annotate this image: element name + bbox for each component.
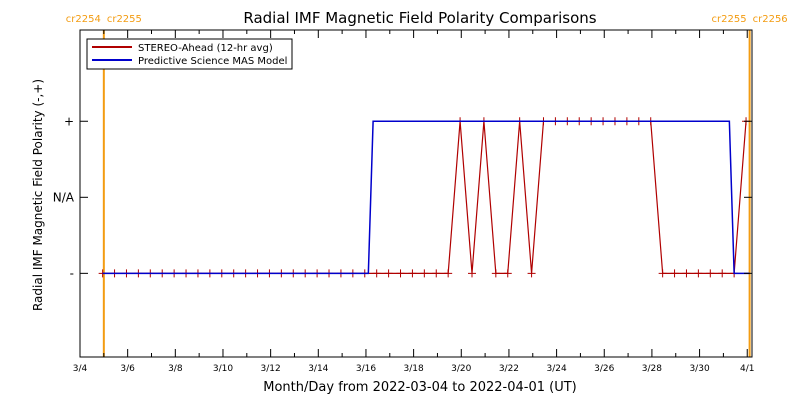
x-tick-label: 3/4 [73, 364, 88, 374]
data-point-marker [670, 269, 679, 278]
data-point-marker [384, 269, 393, 278]
data-point-marker [658, 269, 667, 278]
series-line-stereo [102, 120, 747, 274]
data-point-marker [682, 269, 691, 278]
x-tick-label: 3/24 [546, 364, 566, 374]
series-line-model [102, 120, 750, 275]
series-layer [98, 117, 751, 278]
x-tick-label: 3/6 [120, 364, 135, 374]
x-axis-label: Month/Day from 2022-03-04 to 2022-04-01 … [263, 380, 576, 395]
x-tick-label: 3/30 [689, 364, 709, 374]
x-tick-label: 3/18 [404, 364, 424, 374]
data-point-marker [432, 269, 441, 278]
x-tick-label: 3/8 [168, 364, 183, 374]
x-tick-label: 3/16 [356, 364, 376, 374]
x-tick-label: 3/12 [261, 364, 281, 374]
y-tick-label: N/A [53, 190, 75, 204]
x-tick-label: 3/22 [499, 364, 519, 374]
x-tick-label: 3/20 [451, 364, 471, 374]
x-tick-label: 3/28 [642, 364, 662, 374]
carrington-markers: cr2254 cr2255 cr2255 cr2256 [66, 14, 788, 357]
data-point-marker [718, 269, 727, 278]
data-point-marker [468, 269, 476, 278]
x-tick-label: 3/26 [594, 364, 614, 374]
data-point-marker [694, 269, 703, 278]
y-axis-ticks: - N/A + [53, 114, 752, 280]
legend: STEREO-Ahead (12-hr avg) Predictive Scie… [86, 38, 293, 70]
legend-box [86, 38, 293, 70]
legend-label-stereo: STEREO-Ahead (12-hr avg) [138, 43, 273, 54]
chart-title: Radial IMF Magnetic Field Polarity Compa… [243, 9, 596, 27]
x-tick-label: 3/14 [308, 364, 328, 374]
carrington-label: cr2255 [712, 14, 747, 25]
x-axis-ticks: 3/4 3/6 3/8 3/10 3/12 3/14 3/16 3/18 3/20 3/22 3/2… [73, 30, 754, 374]
data-point-marker [706, 269, 715, 278]
data-point-marker [408, 269, 417, 278]
data-point-marker [372, 269, 381, 278]
x-tick-label: 4/1 [740, 364, 754, 374]
data-point-marker [527, 269, 536, 278]
data-point-marker [420, 269, 429, 278]
y-axis-label: Radial IMF Magnetic Field Polarity (-,+) [31, 79, 45, 311]
x-tick-label: 3/10 [213, 364, 233, 374]
y-tick-label: + [64, 114, 74, 128]
data-point-marker [503, 269, 512, 278]
carrington-label: cr2256 [753, 14, 788, 25]
data-point-marker [491, 269, 500, 278]
carrington-label: cr2254 [66, 14, 101, 25]
data-point-marker [444, 269, 453, 278]
data-point-marker [396, 269, 405, 278]
legend-label-model: Predictive Science MAS Model [138, 56, 287, 67]
plot-frame [79, 29, 753, 358]
carrington-label: cr2255 [107, 14, 142, 25]
y-tick-label: - [70, 266, 74, 280]
